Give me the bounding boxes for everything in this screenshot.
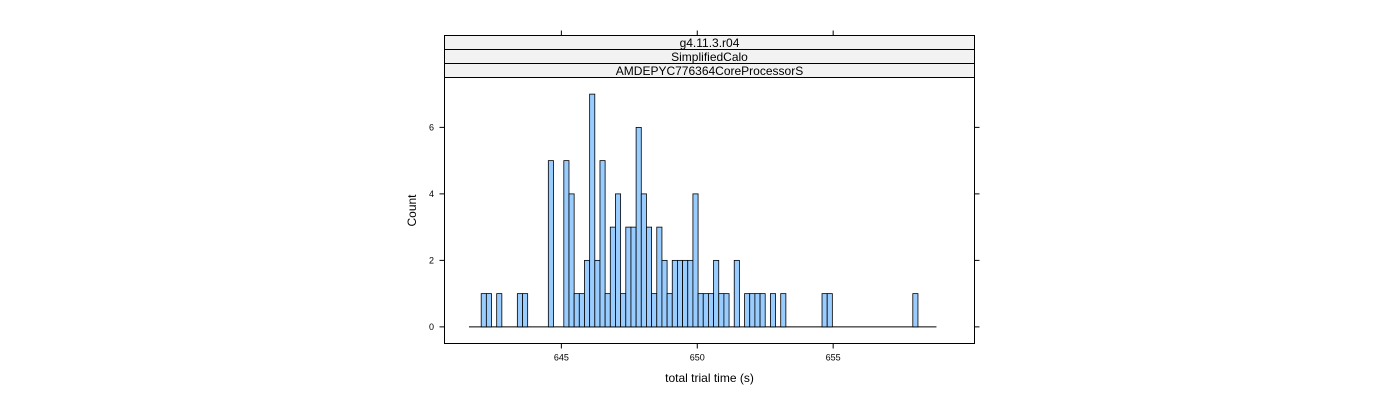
y-tick-label: 2 — [429, 255, 434, 265]
histogram-bar — [568, 193, 575, 328]
histogram-bar — [754, 293, 761, 328]
histogram-bar — [563, 160, 570, 328]
histogram-bar — [578, 293, 585, 328]
histogram-bar — [646, 226, 653, 328]
histogram-bar — [826, 293, 833, 328]
y-tick-label: 6 — [429, 122, 434, 132]
strip-label-version: g4.11.3.r04 — [680, 36, 740, 50]
histogram-bar — [630, 226, 637, 328]
histogram-bar — [671, 259, 678, 328]
histogram-bar — [547, 160, 554, 328]
histogram-bar — [723, 293, 730, 328]
histogram-bar — [702, 293, 709, 328]
histogram-bar — [708, 293, 714, 328]
histogram-bar — [584, 259, 591, 328]
histogram-bar — [522, 293, 529, 328]
histogram-bar — [599, 160, 606, 328]
histogram-bar — [692, 193, 699, 328]
histogram-bar — [713, 259, 720, 328]
histogram-bar — [635, 126, 642, 328]
histogram-bar — [744, 293, 751, 328]
histogram-bar — [485, 293, 492, 328]
histogram-bar — [661, 259, 668, 328]
histogram-bar — [480, 293, 487, 328]
histogram-bar — [697, 293, 704, 328]
x-tick-label: 655 — [826, 353, 841, 363]
histogram-bar — [604, 293, 611, 328]
histogram-bar — [687, 259, 694, 328]
histogram-bar — [733, 259, 740, 328]
x-tick-label: 650 — [690, 353, 705, 363]
histogram-bar — [682, 259, 689, 328]
histogram-bar — [589, 93, 596, 328]
histogram-bar — [640, 193, 647, 328]
panel-frame — [444, 77, 975, 344]
histogram-bar — [594, 259, 601, 328]
histogram-bars — [480, 93, 919, 328]
histogram-bar — [651, 293, 658, 328]
y-axis-ticks: 0 2 4 6 — [429, 122, 980, 332]
histogram-bar — [912, 293, 919, 328]
histogram-bar — [749, 293, 756, 328]
histogram-bar — [718, 293, 725, 328]
histogram-bar — [666, 293, 673, 328]
x-axis-title: total trial time (s) — [665, 371, 754, 385]
x-tick-label: 645 — [554, 353, 569, 363]
histogram-bar — [656, 226, 663, 328]
strip-label-processor: AMDEPYC776364CoreProcessorS — [616, 64, 803, 78]
y-axis-title: Count — [405, 194, 419, 227]
histogram-bar — [573, 293, 580, 328]
histogram-bar — [609, 226, 616, 328]
histogram-bar — [780, 293, 787, 328]
y-tick-label: 0 — [429, 322, 434, 332]
histogram-bar — [496, 293, 503, 328]
histogram-bar — [769, 293, 776, 328]
strip-headers: g4.11.3.r04 SimplifiedCalo AMDEPYC776364… — [444, 35, 975, 78]
strip-label-benchmark: SimplifiedCalo — [671, 50, 748, 64]
histogram-bar — [620, 293, 627, 328]
histogram-bar — [625, 226, 632, 328]
histogram-bar — [759, 293, 766, 328]
histogram-bar — [821, 293, 828, 328]
y-tick-label: 4 — [429, 189, 434, 199]
histogram-bar — [615, 193, 622, 328]
x-axis-ticks: 645 650 655 — [554, 30, 841, 363]
histogram-bar — [516, 293, 523, 328]
histogram-bar — [677, 259, 683, 328]
